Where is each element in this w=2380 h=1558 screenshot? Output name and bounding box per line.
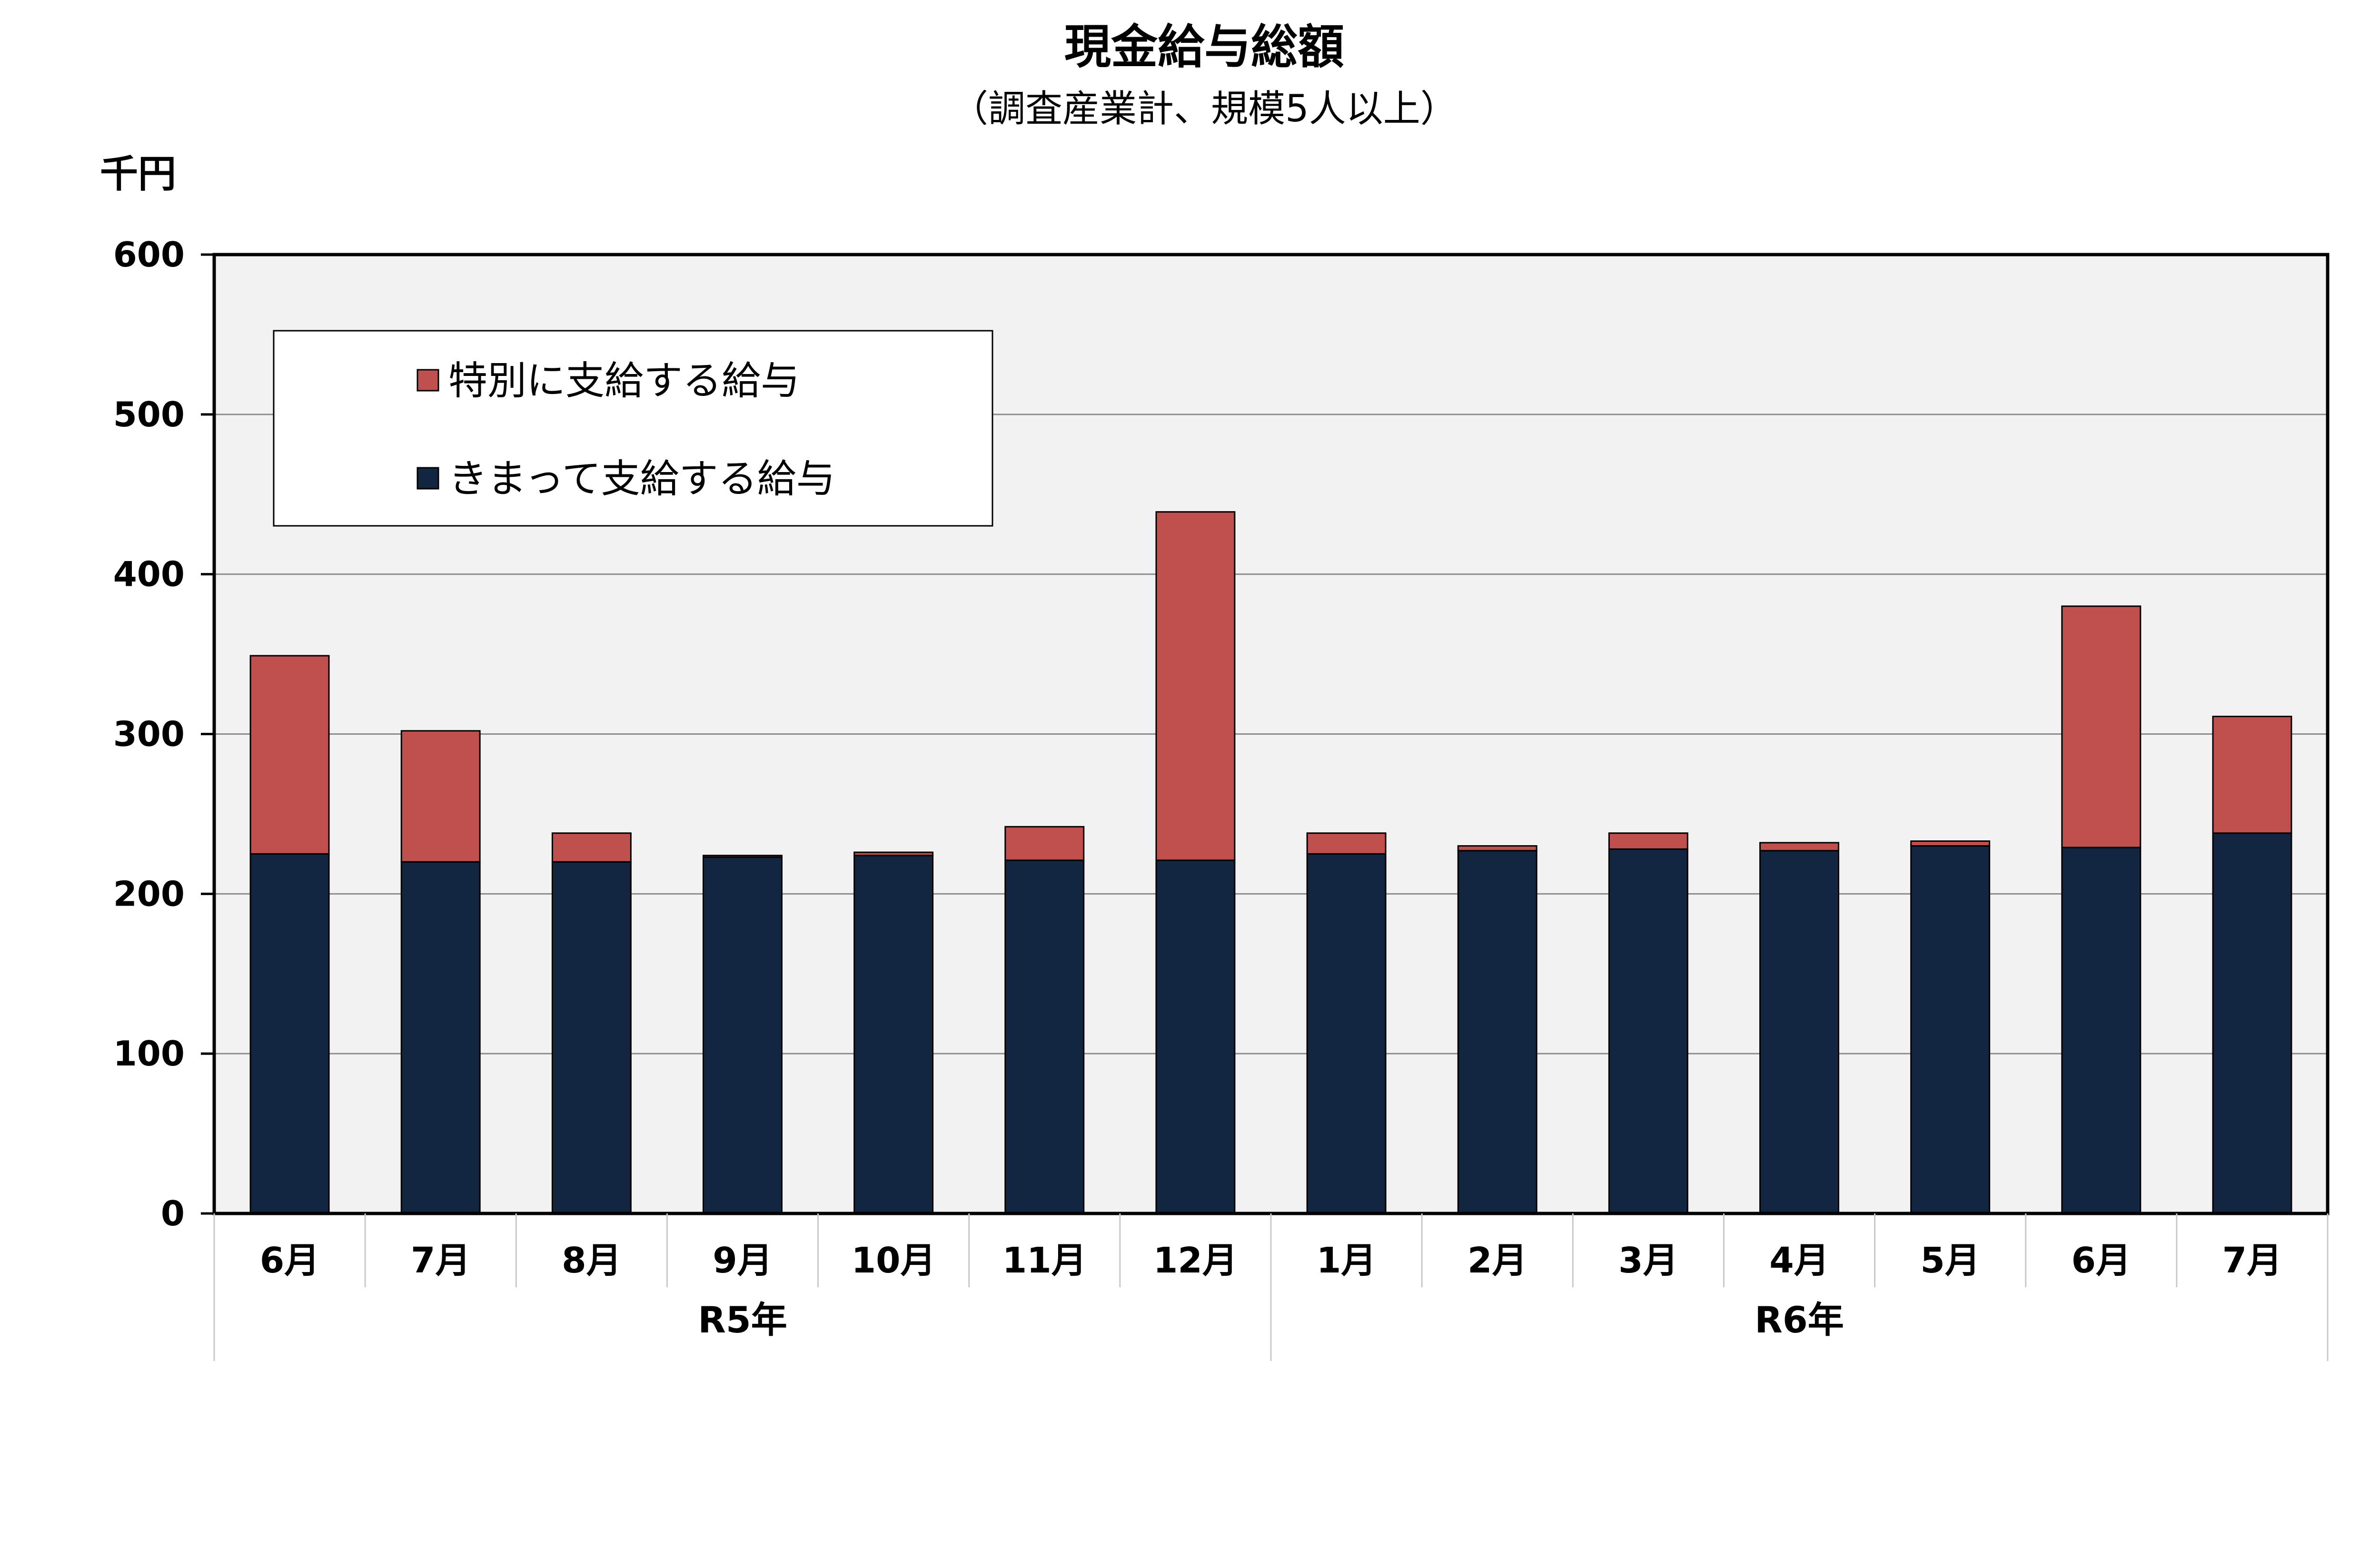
legend-label-regular: きまって支給する給与 <box>448 456 835 502</box>
x-tick-label: 1月 <box>1317 1240 1377 1281</box>
y-tick-label: 200 <box>113 874 185 914</box>
legend-label-special: 特別に支給する給与 <box>448 358 800 404</box>
bar-special-pay <box>1910 840 1991 847</box>
bar-special-pay <box>1155 511 1236 861</box>
bar-special-pay <box>1457 845 1537 852</box>
legend: 特別に支給する給与 きまって支給する給与 <box>273 330 993 527</box>
x-tick-label: 2月 <box>1468 1240 1527 1281</box>
y-tick-label: 500 <box>113 394 185 434</box>
x-tick-label: 7月 <box>2222 1240 2282 1281</box>
y-tick-label: 100 <box>113 1034 185 1074</box>
bars <box>249 511 2292 1214</box>
bar-regular-pay <box>1457 850 1537 1214</box>
bar-regular-pay <box>2212 832 2292 1214</box>
bar-regular-pay <box>1004 859 1085 1214</box>
bar-regular-pay <box>249 853 330 1214</box>
x-tick-label: 5月 <box>1920 1240 1980 1281</box>
bar-special-pay <box>400 730 481 863</box>
x-tick-label: 4月 <box>1769 1240 1829 1281</box>
bar-special-pay <box>1004 826 1085 861</box>
legend-box <box>273 330 993 527</box>
x-tick-label: 7月 <box>411 1240 471 1281</box>
y-tick-label: 0 <box>161 1193 185 1233</box>
x-tick-label: 6月 <box>2072 1240 2132 1281</box>
bar-special-pay <box>1306 832 1387 855</box>
bar-special-pay <box>703 855 783 858</box>
y-axis-ticks: 0 100 200 300 400 500 600 <box>113 235 214 1233</box>
x-tick-label: 10月 <box>852 1240 936 1281</box>
x-axis: 6月 7月 8月 9月 10月 11月 12月 1月 2月 3月 4月 5月 6月 7月 R5年 R6年 <box>213 1213 2329 1361</box>
chart-title: 現金給与総額 <box>1064 20 1344 74</box>
bar-regular-pay <box>853 855 934 1214</box>
x-tick-label: 3月 <box>1618 1240 1678 1281</box>
legend-swatch-special <box>416 369 439 392</box>
bar-regular-pay <box>1306 853 1387 1214</box>
x-group-label: R5年 <box>698 1299 787 1341</box>
bar-regular-pay <box>1155 859 1236 1214</box>
bar-special-pay <box>1608 832 1688 850</box>
x-tick-label: 9月 <box>713 1240 773 1281</box>
legend-swatch-regular <box>416 467 439 490</box>
x-tick-label: 12月 <box>1153 1240 1238 1281</box>
chart-subtitle: （調査産業計、規模5人以上） <box>951 88 1458 130</box>
x-group-label: R6年 <box>1755 1299 1844 1341</box>
bar-special-pay <box>2061 605 2142 848</box>
bar-regular-pay <box>2061 847 2142 1214</box>
y-axis-unit: 千円 <box>100 152 176 196</box>
bar-regular-pay <box>1910 845 1991 1214</box>
bar-special-pay <box>1759 842 1839 852</box>
bar-special-pay <box>551 832 632 863</box>
bar-regular-pay <box>1608 848 1688 1214</box>
x-tick-label: 8月 <box>562 1240 622 1281</box>
x-tick-label: 6月 <box>260 1240 320 1281</box>
y-tick-label: 400 <box>113 554 185 594</box>
bar-regular-pay <box>703 856 783 1214</box>
y-tick-label: 600 <box>113 235 185 275</box>
bar-regular-pay <box>551 861 632 1214</box>
bar-regular-pay <box>400 861 481 1214</box>
bar-special-pay <box>853 851 934 857</box>
x-tick-label: 11月 <box>1002 1240 1087 1281</box>
bar-special-pay <box>249 655 330 855</box>
bar-regular-pay <box>1759 850 1839 1214</box>
bar-special-pay <box>2212 716 2292 834</box>
y-tick-label: 300 <box>113 714 185 754</box>
